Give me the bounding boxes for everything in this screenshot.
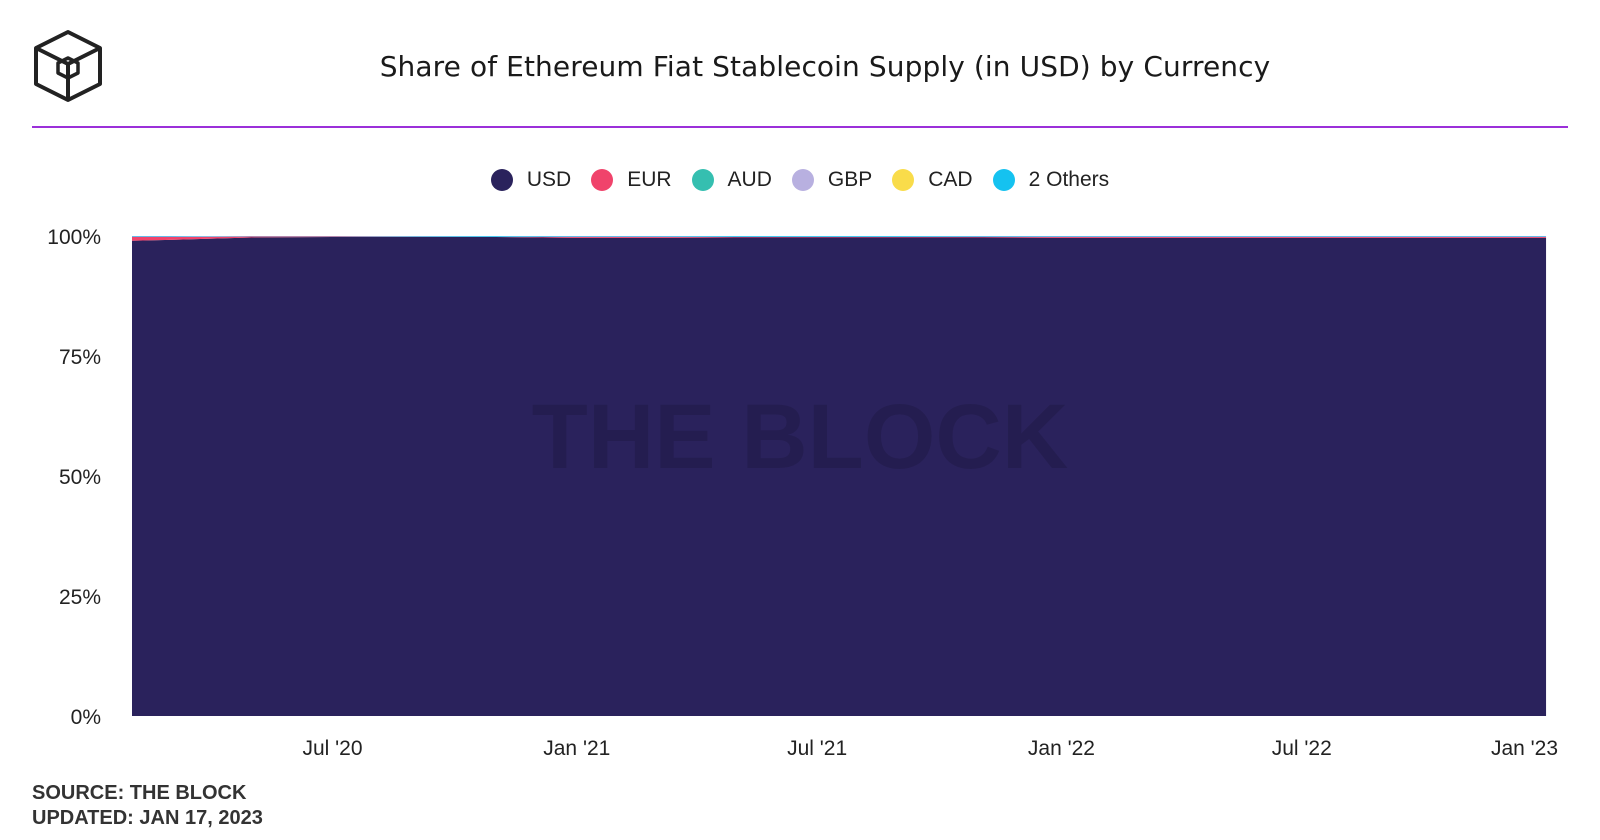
legend-label: USD <box>526 168 572 191</box>
chart-legend: USD EUR AUD GBP CAD 2 Others <box>0 168 1600 192</box>
chart-footer: SOURCE: THE BLOCK UPDATED: JAN 17, 2023 <box>32 781 263 831</box>
legend-label: EUR <box>627 168 672 191</box>
legend-swatch <box>892 169 915 191</box>
area-series-2-others <box>132 236 1547 237</box>
legend-swatch <box>490 169 513 191</box>
y-tick-label: 25% <box>59 586 101 609</box>
area-series-usd <box>132 236 1547 716</box>
legend-item-aud[interactable]: AUD <box>691 168 772 192</box>
area-series-eur <box>132 236 1547 241</box>
x-tick-label: Jul '22 <box>1272 737 1332 760</box>
legend-swatch <box>791 169 814 191</box>
updated-text: UPDATED: JAN 17, 2023 <box>32 807 263 829</box>
y-tick-label: 75% <box>59 346 101 369</box>
x-tick-label: Jul '21 <box>787 737 847 760</box>
legend-label: GBP <box>827 168 873 191</box>
x-tick-label: Jan '21 <box>543 737 610 760</box>
area-series-gbp <box>132 236 1547 237</box>
legend-label: CAD <box>928 168 973 191</box>
legend-swatch <box>992 169 1015 191</box>
chart-title: Share of Ethereum Fiat Stablecoin Supply… <box>379 50 1271 83</box>
the-block-logo-icon <box>34 30 102 102</box>
watermark-text: THE BLOCK <box>532 386 1069 488</box>
x-tick-label: Jan '23 <box>1491 737 1558 760</box>
x-tick-label: Jan '22 <box>1028 737 1095 760</box>
legend-item-2-others[interactable]: 2 Others <box>992 168 1110 192</box>
legend-item-eur[interactable]: EUR <box>591 168 672 192</box>
y-tick-label: 100% <box>47 226 101 249</box>
source-text: SOURCE: THE BLOCK <box>32 782 247 804</box>
chart-header: Share of Ethereum Fiat Stablecoin Supply… <box>0 0 1600 128</box>
y-tick-label: 0% <box>71 706 101 729</box>
area-chart: THE BLOCK 0% 25% 50% 75% 100% Jul '20 Jan '21 Ju… <box>47 226 1558 760</box>
y-tick-label: 50% <box>59 466 101 489</box>
legend-label: 2 Others <box>1028 168 1110 191</box>
legend-item-gbp[interactable]: GBP <box>791 168 873 192</box>
legend-item-usd[interactable]: USD <box>490 168 572 192</box>
legend-item-cad[interactable]: CAD <box>892 168 973 192</box>
legend-label: AUD <box>727 168 772 191</box>
title-divider <box>32 126 1568 128</box>
legend-swatch <box>691 169 714 191</box>
legend-swatch <box>591 169 614 191</box>
x-tick-label: Jul '20 <box>302 737 362 760</box>
